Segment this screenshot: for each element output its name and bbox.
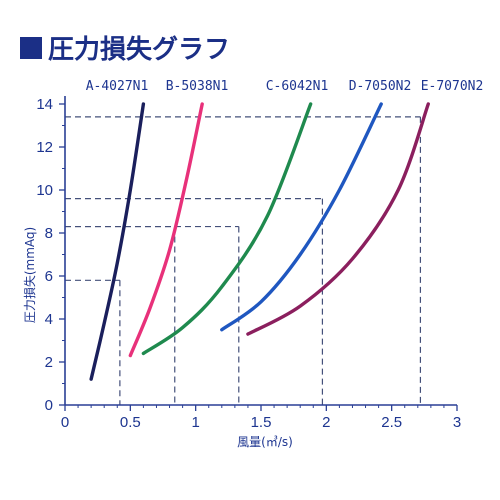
chart-title: 圧力損失グラフ	[48, 35, 230, 65]
x-tick-label: 0	[61, 414, 69, 431]
x-tick-label: 1	[191, 414, 199, 431]
y-tick-label: 12	[36, 139, 53, 156]
y-tick-label: 8	[45, 225, 53, 242]
axes: 0 0.5 1 1.5 2 2.5 3 0 2 4 6 8 10 12 14	[36, 96, 461, 431]
series-label-d-7050n2: D-7050N2	[349, 79, 412, 94]
series-line-d-7050n2	[220, 102, 383, 332]
series-curves	[89, 102, 430, 381]
y-axis-label: 圧力損失(mmAq)	[22, 227, 37, 323]
x-tick-label: 0.5	[120, 414, 141, 431]
y-tick-label: 14	[36, 96, 53, 113]
y-tick-label: 4	[45, 311, 53, 328]
series-line-c-6042n1	[141, 102, 313, 356]
x-tick-label: 2.5	[381, 414, 402, 431]
series-label-c-6042n1: C-6042N1	[266, 79, 329, 94]
title-square-icon	[20, 37, 42, 59]
reference-lines	[65, 116, 422, 405]
series-line-e-7070n2	[246, 102, 430, 336]
x-tick-label: 1.5	[251, 414, 272, 431]
series-label-a-4027n1: A-4027N1	[86, 79, 149, 94]
y-tick-label: 2	[45, 354, 53, 371]
series-label-b-5038n1: B-5038N1	[166, 79, 229, 94]
series-line-a-4027n1	[89, 102, 146, 381]
series-label-e-7070n2: E-7070N2	[421, 79, 484, 94]
x-tick-label: 2	[322, 414, 330, 431]
y-tick-label: 0	[45, 397, 53, 414]
series-labels: A-4027N1 B-5038N1 C-6042N1 D-7050N2 E-7070N2	[86, 79, 484, 94]
x-tick-label: 3	[453, 414, 461, 431]
series-line-b-5038n1	[128, 102, 204, 358]
y-tick-label: 6	[45, 268, 53, 285]
x-axis-label: 風量(㎥/s)	[237, 435, 293, 449]
y-tick-label: 10	[36, 182, 53, 199]
